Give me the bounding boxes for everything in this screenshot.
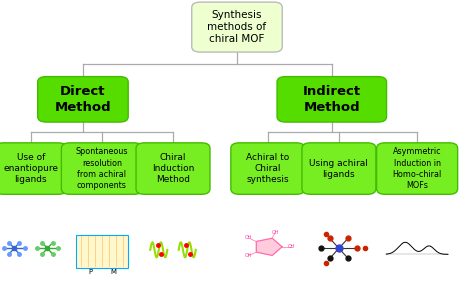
Text: Use of
enantiopure
ligands: Use of enantiopure ligands xyxy=(3,153,58,184)
Text: OH: OH xyxy=(272,230,279,235)
FancyBboxPatch shape xyxy=(37,76,128,122)
Text: Synthesis
methods of
chiral MOF: Synthesis methods of chiral MOF xyxy=(208,10,266,45)
FancyBboxPatch shape xyxy=(136,143,210,194)
Text: Asymmetric
Induction in
Homo-chiral
MOFs: Asymmetric Induction in Homo-chiral MOFs xyxy=(392,147,442,190)
Text: OH: OH xyxy=(288,244,296,249)
FancyBboxPatch shape xyxy=(302,143,376,194)
Text: Achiral to
Chiral
synthesis: Achiral to Chiral synthesis xyxy=(246,153,290,184)
Text: Using achiral
ligands: Using achiral ligands xyxy=(310,159,368,178)
FancyBboxPatch shape xyxy=(62,143,142,194)
FancyBboxPatch shape xyxy=(76,235,128,268)
Text: Spontaneous
resolution
from achiral
components: Spontaneous resolution from achiral comp… xyxy=(76,147,128,190)
Text: OH: OH xyxy=(245,253,252,258)
FancyBboxPatch shape xyxy=(191,2,282,52)
Text: P: P xyxy=(88,269,92,275)
Polygon shape xyxy=(256,238,282,256)
Text: Direct
Method: Direct Method xyxy=(55,85,111,114)
Text: OH: OH xyxy=(245,235,252,240)
Text: Chiral
Induction
Method: Chiral Induction Method xyxy=(152,153,194,184)
Text: Indirect
Method: Indirect Method xyxy=(303,85,361,114)
FancyBboxPatch shape xyxy=(277,76,386,122)
FancyBboxPatch shape xyxy=(376,143,457,194)
FancyBboxPatch shape xyxy=(231,143,305,194)
Text: M: M xyxy=(111,269,117,275)
FancyBboxPatch shape xyxy=(0,143,66,194)
